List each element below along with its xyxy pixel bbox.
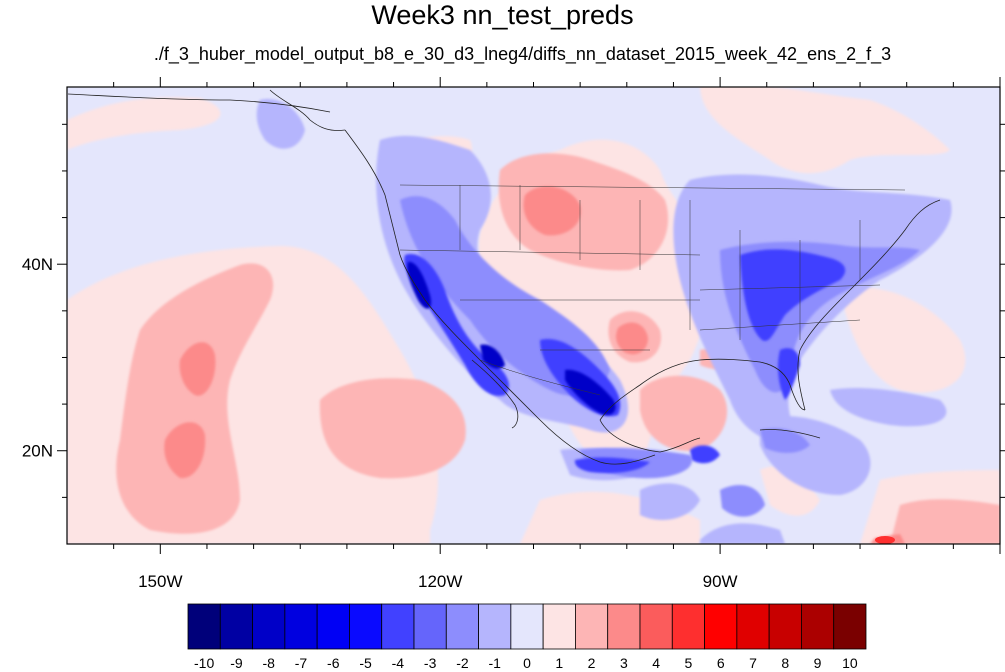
colorbar-label: -5 [359,655,372,671]
colorbar-box [252,603,286,650]
colorbar-box [768,603,802,650]
alaska-panhandle-coast [269,89,346,131]
colorbar-box [316,603,350,650]
colorbar-label: 0 [523,655,531,671]
colorbar-box [284,603,318,650]
pink-regions [116,153,1000,544]
state-boundaries [399,184,906,396]
colorbar-label: 7 [749,655,757,671]
colorbar-label: -8 [262,655,275,671]
colorbar-box [607,603,641,650]
colorbar-box [478,603,512,650]
us-canada-border [399,184,906,191]
colorbar-box [381,603,415,650]
colorbar-label: -3 [424,655,437,671]
cuba-outline [759,429,821,439]
colorbar-label: -6 [327,655,340,671]
colorbar-box [575,603,609,650]
colorbar-box [413,603,447,650]
mexico-gulf-coast [599,419,701,453]
colorbar-box [639,603,673,650]
colorbar-label: 9 [814,655,822,671]
colorbar-label: -4 [392,655,405,671]
colorbar-box [219,603,253,650]
baja-coast [471,359,519,429]
state-lines-horizontal [399,249,881,351]
lon-label: 90W [703,572,738,591]
lat-label: 40N [22,255,53,274]
red-regions [164,186,905,544]
colorbar-box [187,603,221,650]
colorbar-label: -9 [230,655,243,671]
state-lines-vertical [459,185,861,340]
strong-red-spot [875,536,895,544]
colorbar-label: 2 [588,655,596,671]
map-title: Week3 nn_test_preds [371,0,634,30]
us-mexico-border [479,359,601,396]
colorbar-box [445,603,479,650]
colorbar-boxes [187,603,867,650]
colorbar-box [510,603,544,650]
colorbar-label: -10 [194,655,214,671]
pacific-coast [344,129,656,465]
axis-ticks [57,77,1005,554]
atlantic-coast [797,199,941,411]
colorbar-box [704,603,738,650]
colorbar-box [542,603,576,650]
colorbar-box [801,603,835,650]
lon-label: 120W [418,572,462,591]
colorbar-label: -1 [488,655,501,671]
colorbar-box [671,603,705,650]
gulf-coast [599,358,806,421]
map-field [67,87,1000,544]
lat-label: 20N [22,442,53,461]
colorbar-label: 1 [555,655,563,671]
colorbar-box [833,603,867,650]
alaska-coast [67,93,331,113]
map-subtitle: ./f_3_huber_model_output_b8_e_30_d3_lneg… [153,44,892,64]
axis-tick-labels: 150W 120W 90W 40N 20N [22,255,738,591]
colorbar-label: 6 [717,655,725,671]
colorbar-label: -2 [456,655,469,671]
colorbar-label: 8 [781,655,789,671]
coastlines [67,89,941,465]
colorbar-labels: -10 -9 -8 -7 -6 -5 -4 -3 -2 -1 0 1 2 3 4 5 6 7 8 9 10 [194,655,858,671]
colorbar-box [736,603,770,650]
colorbar-label: 4 [652,655,660,671]
colorbar-label: 3 [620,655,628,671]
lon-label: 150W [138,572,182,591]
colorbar-label: 5 [685,655,693,671]
colorbar-label: 10 [842,655,858,671]
colorbar-label: -7 [295,655,308,671]
colorbar-box [349,603,383,650]
